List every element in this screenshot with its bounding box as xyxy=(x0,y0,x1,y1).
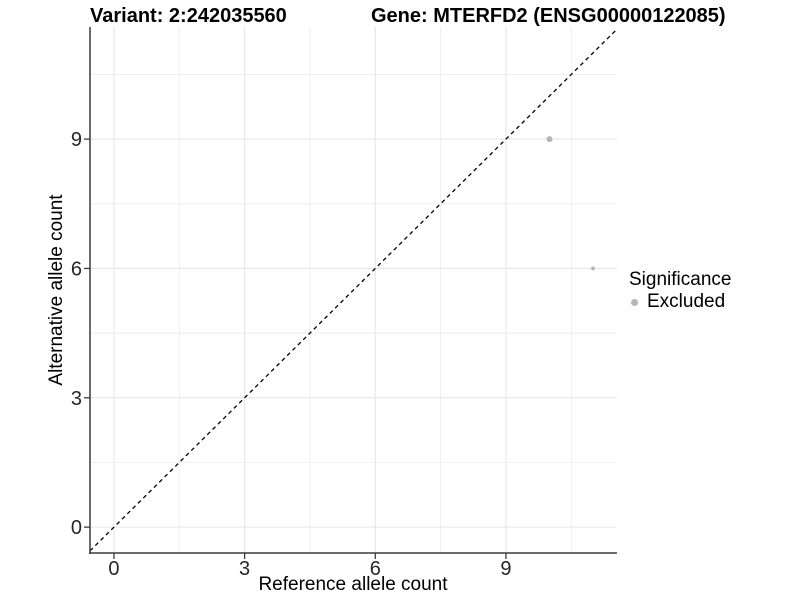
y-axis-title: Alternative allele count xyxy=(46,194,67,386)
legend: Significance Excluded xyxy=(629,269,731,313)
legend-point-icon xyxy=(630,298,638,306)
x-tick-label: 0 xyxy=(108,558,119,580)
y-tick-label: 3 xyxy=(71,388,82,410)
x-axis-title: Reference allele count xyxy=(258,574,448,595)
legend-entry-label: Excluded xyxy=(647,291,726,312)
data-point xyxy=(591,266,595,271)
identity-dashed-line xyxy=(89,28,618,552)
x-tick-label: 6 xyxy=(370,558,381,580)
y-tick-label: 9 xyxy=(71,129,82,151)
y-tick-label: 6 xyxy=(71,258,82,280)
legend-key xyxy=(629,291,639,313)
y-tick-label: 0 xyxy=(71,517,82,539)
legend-entry-excluded: Excluded xyxy=(629,291,731,313)
x-tick-label: 3 xyxy=(239,558,250,580)
variant-title: Variant: 2:242035560 xyxy=(90,5,287,27)
data-point xyxy=(546,136,553,143)
x-tick-label: 9 xyxy=(500,558,511,580)
legend-title: Significance xyxy=(629,269,732,290)
gene-title: Gene: MTERFD2 (ENSG00000122085) xyxy=(371,5,726,27)
